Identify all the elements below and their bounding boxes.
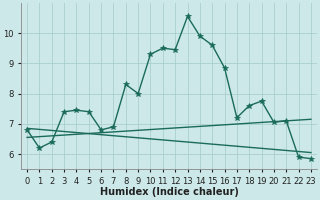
X-axis label: Humidex (Indice chaleur): Humidex (Indice chaleur) [100,187,238,197]
